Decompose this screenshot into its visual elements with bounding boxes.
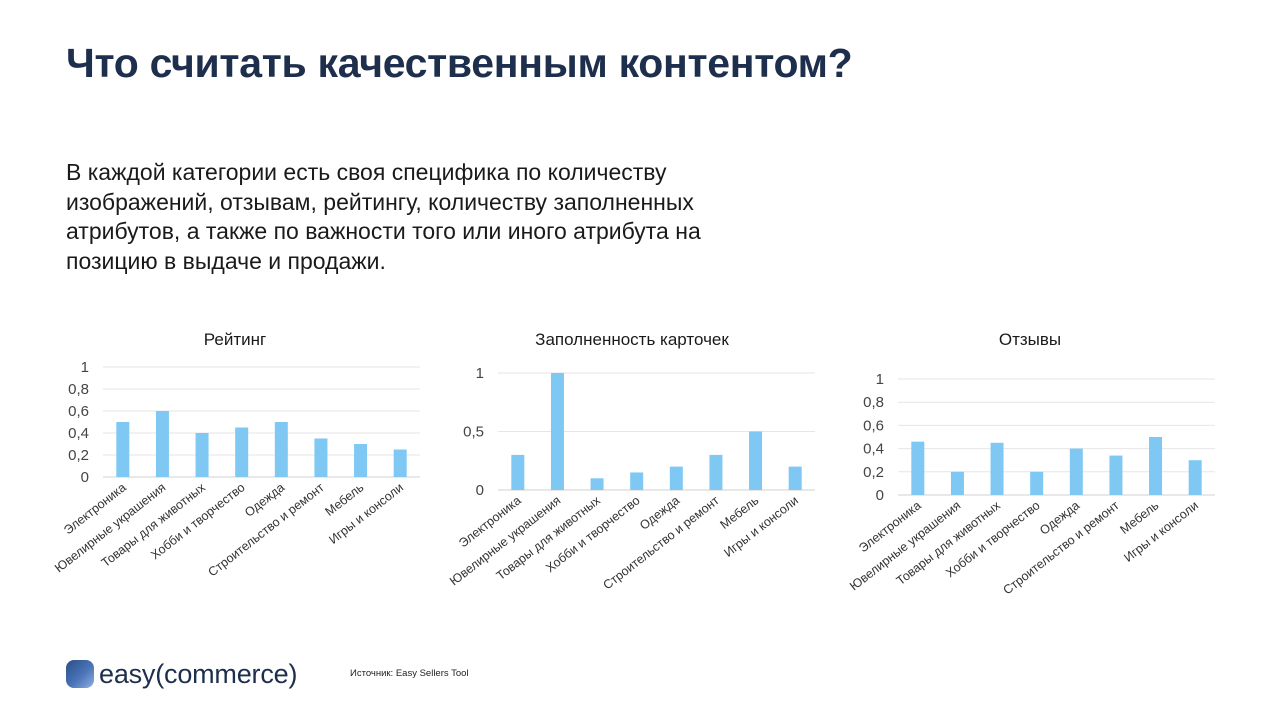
card-completeness-chart-svg: Заполненность карточек00,51ЭлектроникаЮв…: [447, 330, 815, 592]
reviews-bar: [950, 471, 964, 495]
rating-y-tick-label: 0,6: [68, 403, 89, 420]
rating-y-tick-label: 1: [81, 359, 89, 376]
rating-chart: Рейтинг 0 0,2 0,4 0,6 0,8 1 Электроника Ювелирны…: [40, 320, 440, 620]
rating-bar: [195, 433, 209, 477]
card-completeness-bar: [550, 373, 564, 490]
reviews-bar: [911, 441, 925, 495]
card-completeness-bar: [788, 466, 802, 490]
rating-category-label: Игры и консоли: [326, 480, 406, 547]
rating-chart-svg: Рейтинг00,20,40,60,81ЭлектроникаЮвелирны…: [52, 330, 420, 579]
card-completeness-category-label: Игры и консоли: [721, 493, 801, 560]
rating-bar: [116, 422, 130, 477]
card-completeness-bar: [669, 466, 683, 490]
reviews-chart-title: Отзывы: [999, 330, 1061, 349]
rating-chart-title: Рейтинг: [204, 330, 266, 349]
reviews-y-tick-label: 0,4: [863, 441, 884, 458]
reviews-bar: [1188, 460, 1202, 495]
card-completeness-bar: [630, 472, 644, 490]
reviews-bar: [1149, 437, 1163, 495]
card-completeness-y-tick-label: 1: [476, 365, 484, 382]
card-completeness-y-tick-label: 0: [476, 482, 484, 499]
brand-name: easy(commerce): [99, 658, 298, 689]
rating-y-tick-label: 0,4: [68, 425, 89, 442]
reviews-y-tick-label: 0: [876, 487, 884, 504]
card-completeness-chart: Заполненность карточек 0 0,5 1 Электроника Юв…: [435, 320, 835, 620]
rating-y-tick-label: 0,2: [68, 447, 89, 464]
source-note: Источник: Easy Sellers Tool: [350, 668, 469, 679]
reviews-bar: [1069, 448, 1083, 495]
reviews-chart: Отзывы 0 0,2 0,4 0,6 0,8 1 Электроника Ювелирные…: [835, 320, 1235, 620]
card-completeness-bar: [749, 431, 763, 490]
page-title: Что считать качественным контентом?: [66, 40, 853, 86]
card-completeness-bar: [709, 454, 723, 490]
rating-bar: [314, 438, 328, 477]
card-completeness-y-tick-label: 0,5: [463, 424, 484, 441]
rating-bar: [274, 422, 288, 477]
rating-bar: [155, 411, 169, 477]
rating-y-tick-label: 0,8: [68, 381, 89, 398]
reviews-bar: [990, 442, 1004, 495]
reviews-chart-svg: Отзывы00,20,40,60,81ЭлектроникаЮвелирные…: [847, 330, 1215, 597]
reviews-y-tick-label: 0,8: [863, 394, 884, 411]
reviews-y-tick-label: 0,2: [863, 464, 884, 481]
reviews-category-label: Игры и консоли: [1121, 498, 1201, 565]
rating-y-tick-label: 0: [81, 469, 89, 486]
rating-bar: [393, 449, 407, 477]
reviews-bar: [1109, 455, 1123, 495]
reviews-bar: [1030, 471, 1044, 495]
reviews-y-tick-label: 1: [876, 371, 884, 388]
card-completeness-bar: [590, 478, 604, 490]
logo-mark-icon: [66, 660, 94, 688]
rating-bar: [354, 444, 368, 477]
rating-bar: [235, 427, 249, 477]
brand-logo: easy(commerce): [66, 656, 297, 692]
card-completeness-bar: [511, 454, 525, 490]
reviews-y-tick-label: 0,6: [863, 417, 884, 434]
page-subtitle: В каждой категории есть своя специфика п…: [66, 159, 701, 274]
card-completeness-chart-title: Заполненность карточек: [535, 330, 729, 349]
